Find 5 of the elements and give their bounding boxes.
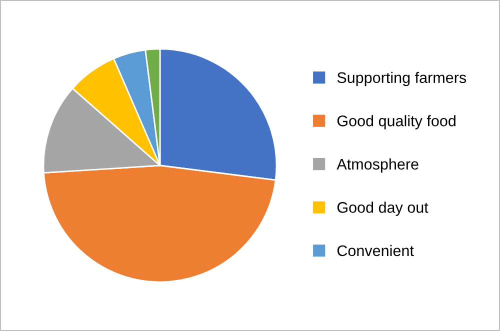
legend-label: Good day out <box>337 202 428 216</box>
legend-label: Convenient <box>337 244 414 256</box>
legend-label: Supporting farmers <box>337 72 466 86</box>
legend-label: Good quality food <box>337 115 456 130</box>
legend-label: Atmosphere <box>336 158 418 173</box>
